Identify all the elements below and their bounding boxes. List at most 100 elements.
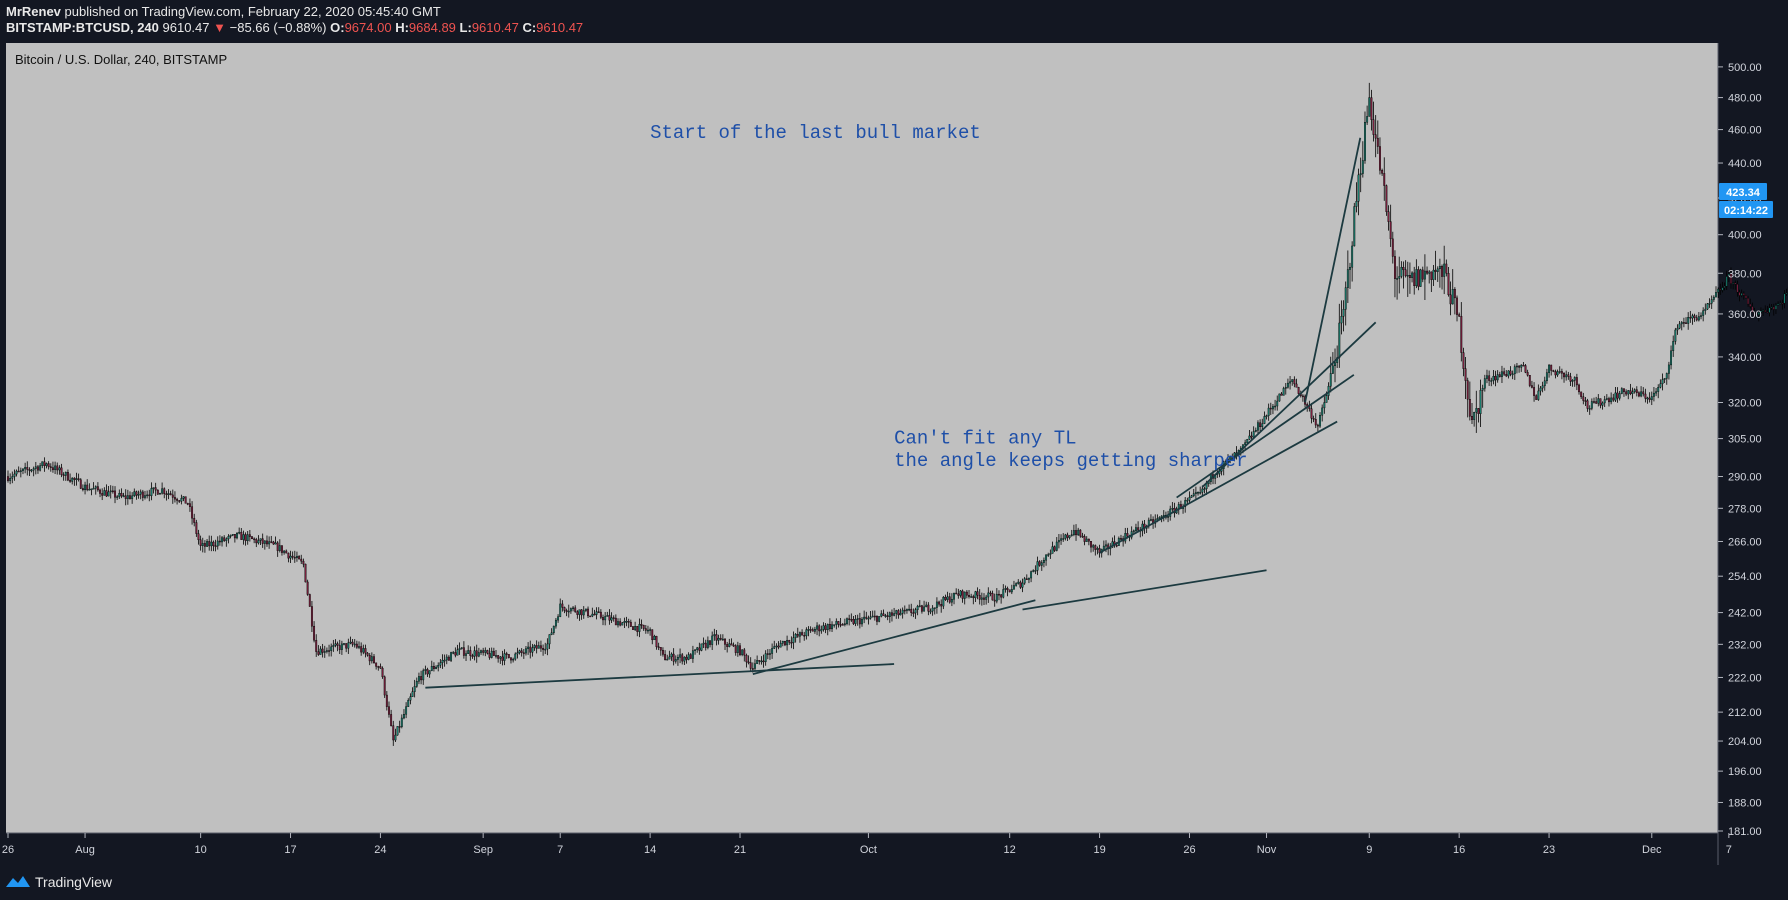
candle-body xyxy=(218,540,221,543)
trendline[interactable] xyxy=(752,599,1036,675)
trendline[interactable] xyxy=(1176,374,1355,499)
price-axis[interactable]: 181.00 188.00 196.00 204.00 212.00 222.00 232.… xyxy=(1718,62,1762,838)
candle-body xyxy=(1712,296,1715,300)
candle-body xyxy=(732,644,735,647)
candle-body xyxy=(1244,442,1247,445)
x-tick-label: 14 xyxy=(644,844,656,856)
candle-body xyxy=(1034,570,1037,572)
annotation-text[interactable]: Can't fit any TL xyxy=(894,428,1076,450)
ticker-symbol[interactable]: BITSTAMP:BTCUSD, 240 xyxy=(6,20,159,35)
candle-body xyxy=(99,489,101,494)
last-price-label: 423.34 xyxy=(1726,187,1761,199)
chart-pane[interactable] xyxy=(6,43,1718,833)
candle-body xyxy=(96,486,99,491)
x-tick-label: 19 xyxy=(1093,844,1105,856)
candle-body xyxy=(1321,407,1324,416)
candle-body xyxy=(171,494,174,498)
x-tick-label: Oct xyxy=(860,844,877,856)
candle-body xyxy=(1449,294,1452,305)
candle-body xyxy=(1447,273,1450,296)
candle-body xyxy=(1366,116,1369,123)
candle-body xyxy=(1436,268,1439,272)
candle-body xyxy=(1652,392,1655,397)
candle-body xyxy=(1346,269,1349,288)
candle-body xyxy=(1229,456,1232,460)
candle-body xyxy=(736,645,739,653)
candle-body xyxy=(1783,293,1786,304)
trendline[interactable] xyxy=(1099,420,1338,554)
candle-body xyxy=(167,493,170,495)
trendline[interactable] xyxy=(1022,569,1267,611)
candle-body xyxy=(1171,507,1174,510)
candle-body xyxy=(569,608,572,612)
candle-body xyxy=(1126,533,1129,537)
candle-body xyxy=(1618,393,1621,399)
trendline[interactable] xyxy=(1201,321,1377,488)
candle-body xyxy=(884,615,887,617)
candle-body xyxy=(9,478,12,481)
candle-body xyxy=(1411,272,1414,278)
candle-body xyxy=(1558,371,1561,373)
candle-body xyxy=(861,618,863,625)
candle-body xyxy=(1259,422,1262,428)
trendline[interactable] xyxy=(1304,137,1362,403)
footer-branding[interactable]: TradingView xyxy=(6,872,112,892)
candle-body xyxy=(1361,160,1364,174)
candle-body xyxy=(1612,397,1615,401)
candle-body xyxy=(1353,206,1356,247)
candle-body xyxy=(298,556,301,560)
candle-body xyxy=(443,659,446,662)
candle-body xyxy=(435,666,438,669)
trendline[interactable] xyxy=(425,663,895,689)
trendlines-group[interactable] xyxy=(425,137,1377,689)
candle-body xyxy=(1759,310,1762,313)
low-value: 9610.47 xyxy=(471,20,519,35)
candle-body xyxy=(66,472,69,481)
candle-body xyxy=(876,615,878,622)
candle-body xyxy=(77,478,80,480)
candle-body xyxy=(582,610,585,616)
candle-body xyxy=(1192,493,1195,496)
candle-body xyxy=(916,606,919,610)
header-bar: MrRenev published on TradingView.com, Fe… xyxy=(0,0,1788,42)
candle-body xyxy=(642,624,645,629)
candle-body xyxy=(1331,365,1334,374)
candle-body xyxy=(1246,439,1249,443)
annotation-text[interactable]: the angle keeps getting sharper xyxy=(894,450,1247,472)
candle-body xyxy=(1608,398,1610,403)
candle-body xyxy=(1149,519,1152,521)
price-chart[interactable]: Bitcoin / U.S. Dollar, 240, BITSTAMP Sta… xyxy=(0,0,1788,870)
candle-body xyxy=(208,541,211,547)
candle-body xyxy=(289,555,292,559)
candle-body xyxy=(636,626,639,632)
candle-body xyxy=(1556,371,1559,376)
candle-body xyxy=(1199,492,1202,494)
candle-body xyxy=(176,498,179,501)
price-badges: 423.34 02:14:22 xyxy=(1719,183,1773,219)
candle-body xyxy=(602,617,604,621)
candle-body xyxy=(1757,312,1760,316)
candle-body xyxy=(1426,270,1429,274)
candle-body xyxy=(531,647,534,653)
candle-body xyxy=(1053,546,1056,551)
candle-body xyxy=(593,613,596,616)
candle-body xyxy=(283,550,286,553)
candle-body xyxy=(259,538,262,541)
candle-body xyxy=(661,650,664,655)
candle-body xyxy=(30,469,33,472)
candle-body xyxy=(687,654,690,660)
tradingview-logo-icon xyxy=(6,876,30,887)
candle-body xyxy=(146,494,149,497)
author-name[interactable]: MrRenev xyxy=(6,4,61,19)
candle-body xyxy=(991,593,994,601)
candle-body xyxy=(1541,385,1544,389)
annotation-text[interactable]: Start of the last bull market xyxy=(650,122,981,144)
time-axis[interactable]: 26 Aug 10 17 24 Sep 7 14 21 Oct 12 19 26 Nov 9 16 23 Dec 7 xyxy=(2,833,1732,856)
candle-body xyxy=(542,647,545,650)
candle-body xyxy=(1376,137,1379,147)
candle-body xyxy=(184,496,187,504)
candle-body xyxy=(1004,588,1007,590)
candle-body xyxy=(505,653,508,655)
candle-body xyxy=(1575,377,1578,386)
candle-body xyxy=(1533,387,1536,396)
